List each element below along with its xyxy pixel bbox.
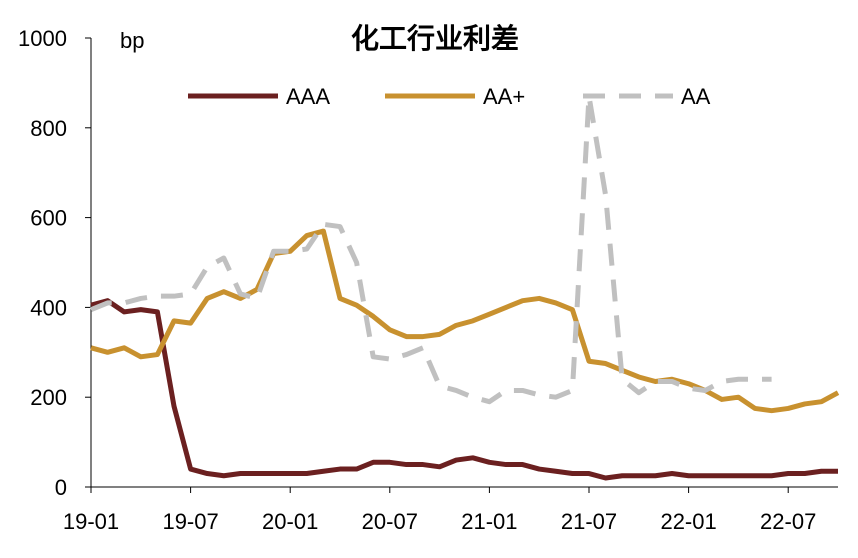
x-tick-label: 20-07 (362, 509, 418, 534)
x-tick-label: 20-01 (262, 509, 318, 534)
y-tick-label: 0 (55, 475, 67, 500)
x-tick-label: 21-07 (561, 509, 617, 534)
y-tick-label: 800 (30, 116, 67, 141)
series-line (90, 228, 840, 414)
x-tick-label: 21-01 (461, 509, 517, 534)
y-unit: bp (120, 28, 144, 53)
legend-label: AA+ (483, 84, 525, 109)
x-tick-label: 19-07 (162, 509, 218, 534)
legend-label: AA (681, 84, 711, 109)
x-tick-label: 22-07 (760, 509, 816, 534)
y-tick-label: 400 (30, 295, 67, 320)
y-tick-label: 600 (30, 206, 67, 231)
y-tick-label: 1000 (18, 26, 67, 51)
series-line (90, 298, 838, 481)
series-line (90, 93, 772, 405)
chart-title: 化工行业利差 (351, 22, 519, 54)
x-tick-label: 19-01 (63, 509, 119, 534)
legend-label: AAA (286, 84, 330, 109)
y-tick-label: 200 (30, 385, 67, 410)
x-tick-label: 22-01 (660, 509, 716, 534)
